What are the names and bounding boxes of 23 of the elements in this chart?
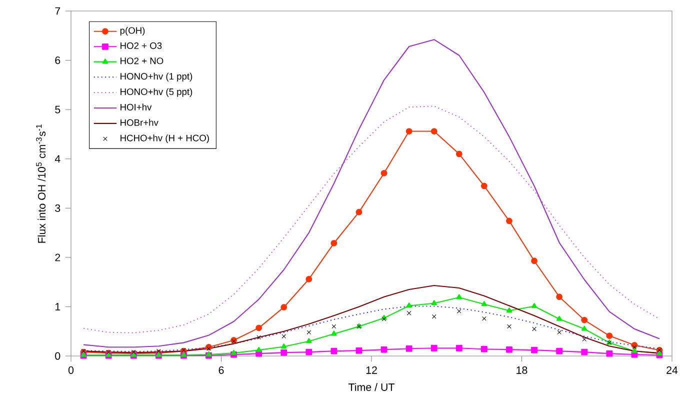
y-tick-label: 5 bbox=[55, 106, 60, 114]
y-tick-label: 3 bbox=[55, 204, 60, 212]
x-tick-label: 6 bbox=[218, 366, 224, 374]
y-tick-label: 4 bbox=[54, 155, 60, 163]
x-axis-title: Time / UT bbox=[348, 383, 394, 391]
y-tick-label: 1 bbox=[55, 303, 60, 310]
legend-label: HONO+hv (5 ppt) bbox=[120, 88, 192, 97]
legend-label: HOI+hv bbox=[120, 104, 152, 110]
y-tick-label: 7 bbox=[55, 7, 60, 15]
legend-label: HONO+hv (1 ppt) bbox=[120, 72, 192, 82]
y-axis-title: Flux into OH /10$^{5}$ cm$^{-3}$s$^{-1}$ bbox=[36, 124, 46, 243]
y-tick-label: 0 bbox=[55, 352, 60, 360]
y-tick-label: 2 bbox=[55, 254, 60, 262]
legend-label: HO2 + NO bbox=[120, 58, 164, 64]
y-tick-label: 6 bbox=[55, 56, 60, 64]
legend-label: HOBr+hv bbox=[120, 119, 158, 126]
legend-label: HCHO+hv (H + HCO) bbox=[120, 134, 209, 144]
legend-label: HO2 + O3 bbox=[120, 42, 162, 49]
legend-label: p(OH) bbox=[120, 26, 145, 36]
x-tick-label: 0 bbox=[68, 366, 74, 374]
x-tick-label: 18 bbox=[516, 366, 528, 374]
x-tick-label: 24 bbox=[666, 366, 678, 374]
x-tick-label: 12 bbox=[366, 366, 377, 374]
